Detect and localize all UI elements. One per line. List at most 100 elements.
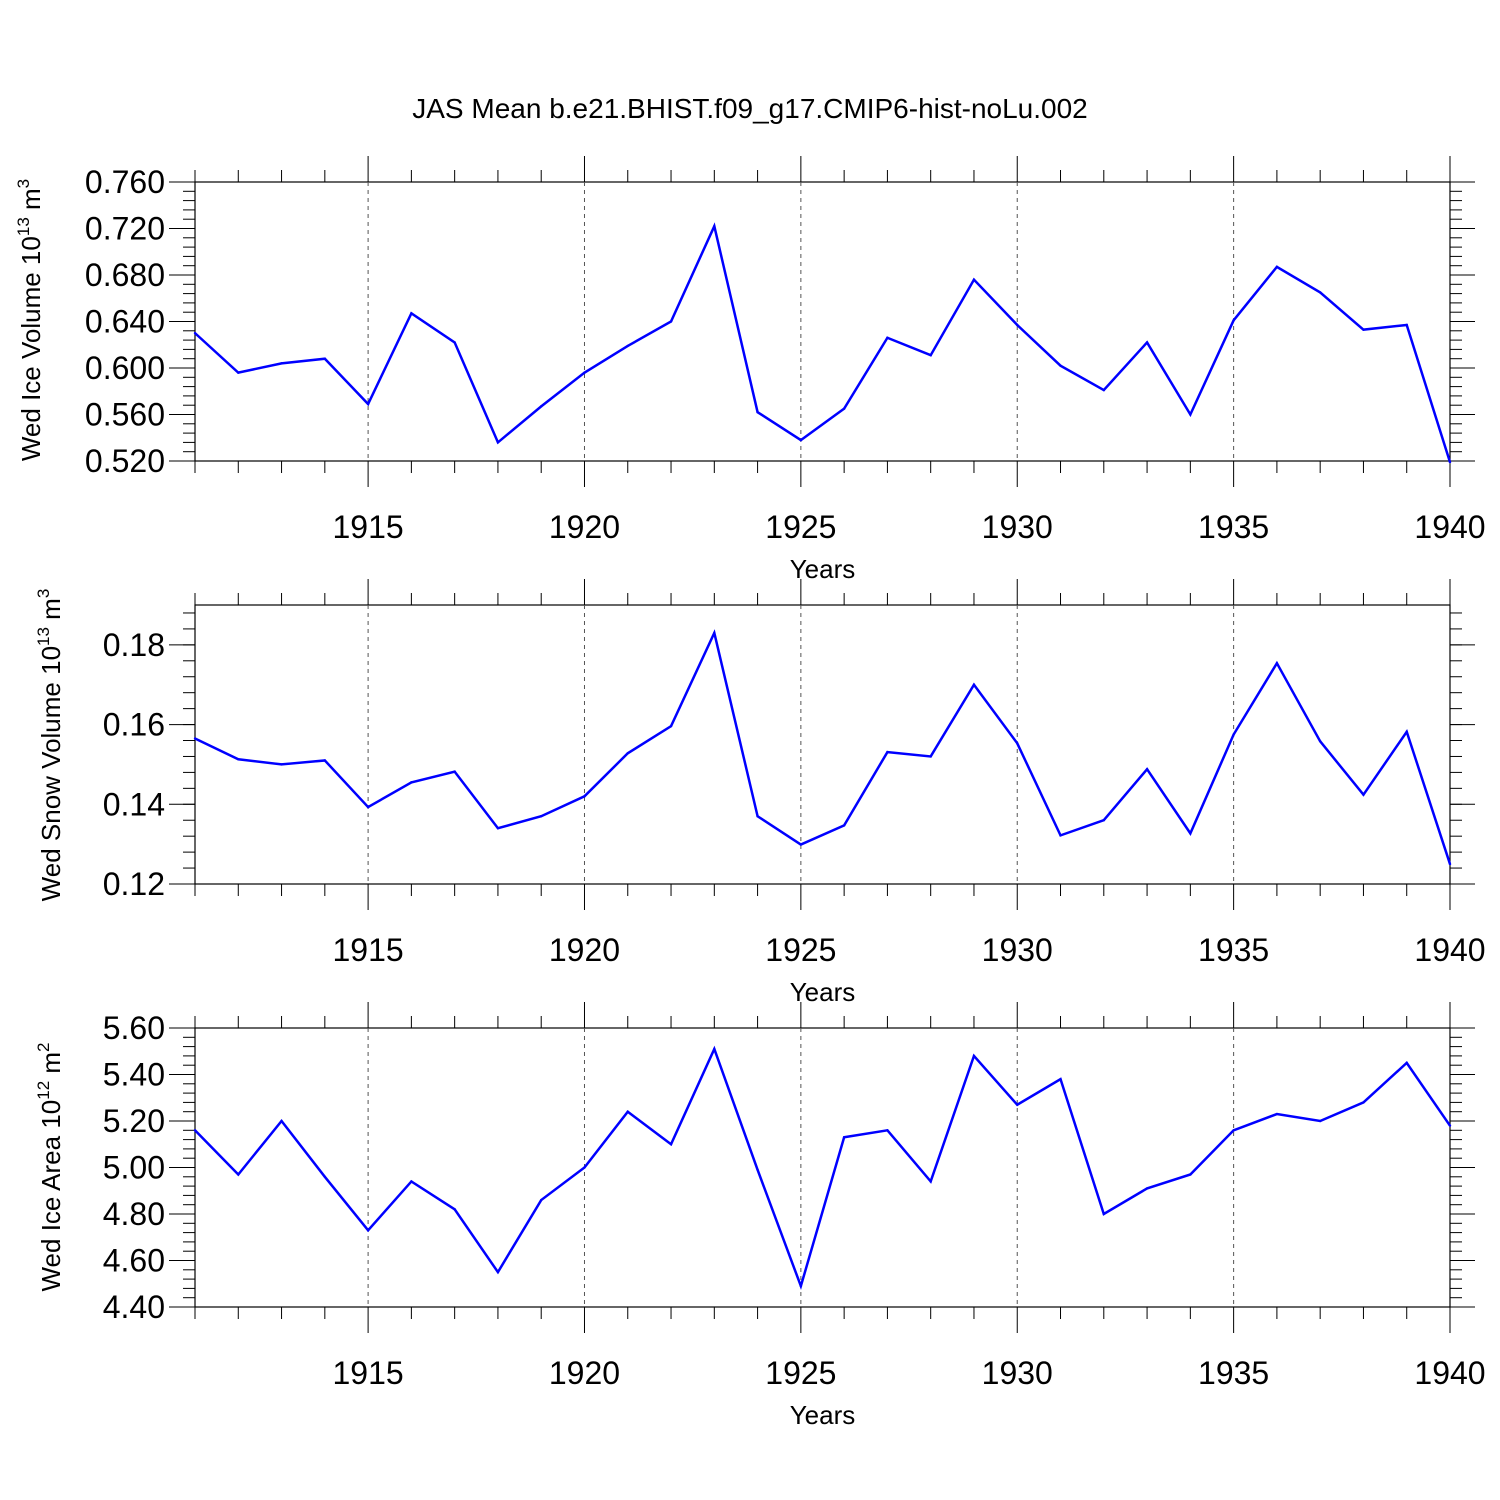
ice-volume-data-point	[410, 312, 413, 315]
ice-area-data-point	[929, 1180, 932, 1183]
ice-volume-y-axis-title: Wed Ice Volume 1013 m3	[14, 179, 46, 461]
ice-volume-x-tick-label: 1930	[982, 509, 1053, 545]
snow-volume-y-tick-label: 0.14	[103, 786, 165, 822]
ice-volume-y-tick-label: 0.600	[85, 350, 165, 386]
snow-volume-x-axis-title: Years	[790, 977, 856, 1007]
ice-area-data-point	[1102, 1212, 1105, 1216]
ice-area-x-tick-label: 1935	[1198, 1355, 1269, 1391]
snow-volume-data-point	[280, 763, 283, 766]
ice-area-series-line	[194, 1045, 1452, 1291]
ice-area-x-tick-label: 1940	[1414, 1355, 1485, 1391]
ice-area-x-axis-title: Years	[790, 1400, 856, 1430]
ice-volume-data-point	[1102, 388, 1105, 392]
snow-volume-data-point	[886, 750, 889, 754]
ice-volume-data-point	[669, 320, 673, 323]
snow-volume-data-point	[323, 759, 327, 762]
ice-volume-x-tick-label: 1915	[333, 509, 404, 545]
ice-volume-data-point	[1016, 323, 1019, 327]
ice-volume-data-point	[237, 371, 240, 374]
ice-volume-data-point	[1448, 460, 1452, 464]
snow-volume-data-point	[756, 815, 759, 818]
ice-area-data-point	[1405, 1061, 1408, 1065]
snow-volume-data-point	[669, 724, 673, 728]
ice-area-y-tick-label: 5.00	[103, 1150, 165, 1186]
snow-volume-data-point	[1016, 742, 1019, 745]
snow-volume-data-point	[1405, 730, 1408, 733]
ice-area-y-tick-label: 4.60	[103, 1243, 165, 1279]
ice-volume-data-point	[1318, 291, 1322, 294]
snow-volume-data-point	[929, 755, 932, 758]
ice-volume-x-tick-label: 1940	[1414, 509, 1485, 545]
snow-volume-data-point	[1102, 819, 1105, 822]
ice-area-data-point	[1059, 1077, 1062, 1081]
ice-area-x-tick-label: 1930	[982, 1355, 1053, 1391]
ice-area-data-point	[193, 1129, 197, 1132]
snow-volume-y-axis-title: Wed Snow Volume 1013 m3	[34, 589, 66, 902]
ice-volume-data-point	[929, 354, 932, 357]
ice-area-data-point	[1448, 1124, 1452, 1127]
ice-volume-data-point	[972, 278, 976, 281]
ice-area-y-tick-label: 5.20	[103, 1103, 165, 1139]
ice-volume-x-tick-label: 1920	[549, 509, 620, 545]
ice-volume-data-point	[280, 362, 283, 365]
ice-area-data-point	[1145, 1187, 1149, 1190]
ice-area-y-tick-label: 4.80	[103, 1196, 165, 1232]
snow-volume-y-tick-label: 0.18	[103, 627, 165, 663]
ice-area-data-point	[1318, 1119, 1322, 1123]
ice-volume-data-point	[583, 371, 586, 374]
ice-volume-data-point	[323, 357, 327, 360]
snow-volume-data-point	[410, 781, 413, 784]
ice-area-data-point	[583, 1166, 586, 1169]
ice-volume-x-tick-label: 1925	[765, 509, 836, 545]
ice-area-data-point	[1232, 1129, 1235, 1132]
ice-area-x-tick-label: 1915	[333, 1355, 404, 1391]
snow-volume-x-tick-label: 1935	[1198, 932, 1269, 968]
snow-volume-series-line	[194, 629, 1452, 865]
ice-area-data-point	[237, 1173, 240, 1176]
ice-volume-y-tick-label: 0.720	[85, 211, 165, 247]
snow-volume-data-point	[540, 815, 543, 818]
snow-volume-data-point	[1318, 740, 1322, 743]
ice-area-plot-frame	[194, 1027, 1451, 1308]
ice-area-data-point	[669, 1143, 673, 1146]
ice-area-y-axis-title: Wed Ice Area 1012 m2	[34, 1042, 66, 1291]
ice-area-y-tick-label: 5.60	[103, 1010, 165, 1046]
snow-volume-data-point	[1189, 832, 1192, 835]
ice-volume-data-point	[193, 331, 197, 335]
ice-volume-y-tick-label: 0.560	[85, 397, 165, 433]
snow-volume-data-point	[972, 683, 976, 686]
snow-volume-data-point	[496, 827, 500, 830]
snow-volume-data-point	[1448, 862, 1452, 866]
ice-volume-data-point	[1275, 265, 1279, 269]
ice-area-y-tick-label: 4.40	[103, 1289, 165, 1325]
ice-volume-data-point	[799, 438, 803, 442]
snow-volume-data-point	[1362, 793, 1365, 796]
ice-volume-data-point	[366, 402, 370, 406]
ice-volume-y-tick-label: 0.640	[85, 304, 165, 340]
ice-area-data-point	[453, 1208, 456, 1211]
snow-volume-data-point	[1275, 661, 1279, 665]
ice-volume-y-tick-label: 0.520	[85, 443, 165, 479]
ice-area-data-point	[842, 1136, 846, 1139]
snow-volume-data-point	[583, 795, 586, 798]
snow-volume-data-point	[366, 805, 370, 809]
ice-area-data-point	[1189, 1173, 1192, 1176]
ice-area-data-point	[799, 1284, 803, 1288]
ice-area-data-point	[1275, 1112, 1279, 1116]
snow-volume-data-point	[453, 770, 456, 773]
ice-area-y-tick-label: 5.40	[103, 1057, 165, 1093]
ice-area-data-point	[496, 1270, 500, 1274]
ice-volume-data-point	[1145, 341, 1149, 344]
snow-volume-data-point	[237, 758, 240, 761]
ice-area-data-point	[410, 1180, 413, 1183]
figure-title: JAS Mean b.e21.BHIST.f09_g17.CMIP6-hist-…	[412, 93, 1088, 124]
snow-volume-x-tick-label: 1925	[765, 932, 836, 968]
ice-volume-data-point	[1362, 328, 1365, 331]
ice-volume-x-axis-title: Years	[790, 554, 856, 584]
snow-volume-y-tick-label: 0.16	[103, 707, 165, 743]
ice-area-data-point	[1362, 1101, 1365, 1104]
ice-volume-data-point	[886, 336, 889, 339]
snow-volume-panel: 1915 1920 1925 1930 1935 1940 Years 0.12 0.14 0.1…	[34, 579, 1486, 1007]
snow-volume-data-point	[1145, 768, 1149, 771]
ice-volume-series-line	[194, 222, 1452, 463]
